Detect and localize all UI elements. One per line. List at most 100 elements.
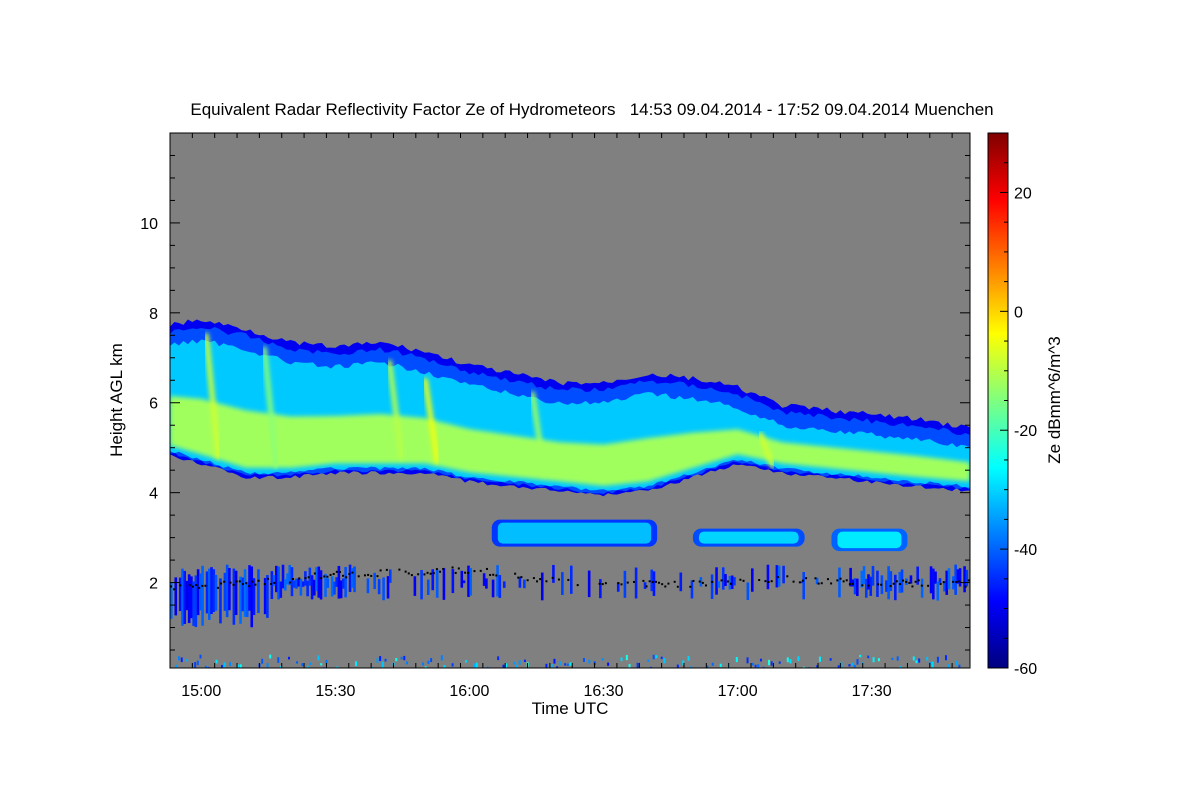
cloud-base-dot	[170, 585, 172, 588]
low-layer-cell	[295, 578, 298, 589]
low-layer-cell	[239, 576, 242, 624]
low-layer-cell	[196, 569, 200, 616]
low-layer-cell	[190, 576, 193, 619]
cloud-base-dot	[911, 585, 914, 588]
clutter-cell	[936, 656, 939, 663]
low-layer-cell	[353, 566, 356, 593]
cloud-base-dot	[173, 588, 176, 591]
clutter-cell	[532, 667, 535, 668]
cloud-base-dot	[826, 578, 829, 581]
cloud-base-dot	[439, 570, 442, 573]
cloud-base-dot	[426, 571, 429, 574]
cloud-base-dot	[454, 571, 457, 574]
clutter-cell	[422, 662, 425, 666]
cloud-base-dot	[955, 580, 958, 583]
low-layer-cell	[292, 580, 296, 588]
cloud-base-dot	[464, 571, 467, 574]
cloud-base-dot	[298, 577, 301, 580]
cloud-base-dot	[429, 572, 432, 575]
low-layer-cell	[963, 566, 966, 593]
clutter-cell	[867, 655, 870, 659]
low-layer-cell	[643, 582, 647, 589]
cloud-base-dot	[698, 580, 701, 583]
clutter-cell	[636, 662, 639, 668]
clutter-cell	[376, 657, 379, 664]
low-layer-cell	[462, 580, 466, 584]
low-layer-cell	[219, 578, 222, 624]
y-tick-label: 2	[149, 576, 158, 593]
low-layer-cell	[330, 576, 334, 597]
clutter-cell	[564, 663, 567, 666]
x-tick-label: 17:00	[718, 683, 758, 700]
clutter-cell	[856, 659, 859, 665]
low-layer-cell	[485, 578, 488, 589]
cloud-base-dot	[304, 577, 307, 580]
cloud-base-dot	[676, 585, 679, 588]
low-layer-cell	[319, 570, 323, 600]
clutter-cell	[566, 663, 569, 667]
low-layer-cell	[317, 566, 321, 598]
low-layer-cell	[333, 581, 336, 595]
cloud-base-dot	[917, 579, 920, 582]
cloud-base-dot	[495, 574, 498, 577]
low-layer-cell	[277, 566, 280, 600]
clutter-cell	[746, 657, 749, 664]
low-layer-cell	[283, 579, 287, 591]
low-layer-cell	[257, 569, 260, 613]
cloud-base-dot	[351, 571, 354, 574]
clutter-cell	[711, 662, 714, 666]
clutter-cell	[312, 667, 315, 668]
low-layer-cell	[733, 577, 736, 586]
low-layer-cell	[965, 569, 969, 587]
cloud-base-dot	[473, 570, 476, 573]
cloud-base-dot	[451, 566, 454, 569]
low-layer-cell	[382, 577, 385, 601]
cloud-base-dot	[711, 580, 714, 583]
cloud-base-dot	[332, 572, 335, 575]
clutter-cell	[582, 658, 585, 662]
low-layer-cell	[313, 579, 316, 596]
clutter-cell	[778, 661, 781, 664]
clutter-cell	[690, 666, 693, 668]
cloud-base-dot	[845, 579, 848, 582]
cloud-base-dot	[266, 577, 269, 580]
clutter-cell	[545, 663, 548, 668]
low-layer-cell	[929, 566, 933, 594]
plot-frame	[169, 132, 971, 669]
colorbar-tick-label: 20	[1014, 185, 1032, 202]
low-layer-cell	[871, 565, 875, 586]
clutter-cell	[277, 657, 280, 663]
low-layer-cell	[270, 571, 274, 600]
cloud-base-dot	[920, 584, 923, 587]
cloud-base-dot	[270, 582, 273, 585]
low-layer-cell	[815, 577, 819, 585]
cloud-base-dot	[551, 576, 554, 579]
clutter-cell	[443, 665, 446, 668]
clutter-cell	[647, 659, 650, 662]
clutter-cell	[207, 666, 210, 668]
clutter-cell	[486, 666, 489, 668]
cloud-base-dot	[273, 581, 276, 584]
cloud-base-dot	[742, 579, 745, 582]
cloud-base-dot	[432, 572, 435, 575]
cloud-base-dot	[689, 585, 692, 588]
clutter-cell	[223, 662, 226, 668]
clutter-cell	[204, 665, 207, 668]
clutter-cell	[872, 657, 875, 663]
cloud-base-dot	[235, 580, 238, 583]
clutter-cell	[802, 666, 805, 668]
cloud-base-dot	[726, 580, 729, 583]
cloud-base-dot	[536, 580, 539, 583]
low-layer-cell	[344, 566, 347, 598]
low-layer-cell	[862, 566, 866, 585]
colorbar: -60 -40 -20 0 20	[987, 132, 1037, 678]
low-layer-cell	[502, 581, 506, 588]
clutter-cell	[754, 664, 757, 668]
cloud-base-dot	[404, 570, 407, 573]
cloud-base-dot	[257, 579, 260, 582]
cloud-base-dot	[642, 579, 645, 582]
y-tick-label: 8	[149, 306, 158, 323]
low-layer-cell	[936, 581, 940, 601]
clutter-cell	[751, 662, 754, 666]
